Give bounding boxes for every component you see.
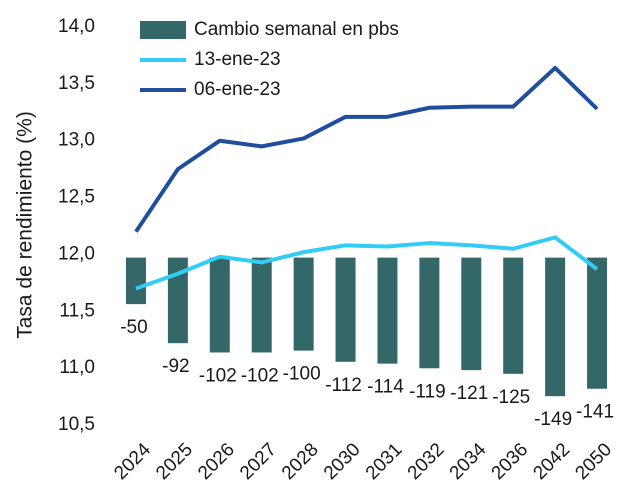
x-tick-label: 2032	[404, 439, 449, 484]
data-label: -50	[120, 317, 147, 338]
bar	[251, 257, 272, 353]
bar	[335, 257, 356, 362]
bar	[545, 257, 566, 397]
data-label: -92	[162, 356, 189, 377]
x-tick-label: 2027	[236, 439, 281, 484]
data-label: -102	[199, 365, 237, 386]
data-label: -119	[409, 381, 446, 402]
y-tick-label: 14,0	[58, 16, 95, 37]
x-tick-label: 2026	[194, 439, 239, 484]
y-tick-label: 10,5	[58, 414, 95, 435]
bar	[377, 257, 398, 364]
x-tick-label: 2025	[152, 439, 197, 484]
data-label: -149	[534, 409, 572, 430]
x-tick-label: 2036	[488, 439, 533, 484]
data-label: -112	[325, 375, 362, 396]
bar	[125, 257, 146, 305]
y-tick-label: 12,5	[58, 187, 95, 208]
bar	[419, 257, 440, 369]
bar	[209, 257, 230, 353]
data-label: -141	[576, 402, 614, 423]
legend-label: 06-ene-23	[194, 79, 281, 100]
x-tick-label: 2050	[571, 439, 616, 484]
y-tick-label: 13,5	[58, 73, 95, 94]
bar	[167, 257, 188, 344]
data-label: -125	[492, 387, 530, 408]
bar	[293, 257, 314, 351]
y-tick-label: 11,0	[59, 357, 95, 378]
line	[135, 235, 599, 291]
x-tick-label: 2031	[362, 439, 407, 484]
data-label: -121	[450, 383, 488, 404]
x-tick-label: 2034	[446, 439, 491, 484]
bar	[461, 257, 482, 371]
x-tick-label: 2030	[320, 439, 365, 484]
y-tick-label: 12,0	[58, 243, 95, 264]
bar	[503, 257, 524, 374]
data-label: -114	[367, 377, 404, 398]
legend-swatch	[140, 21, 186, 39]
x-tick-label: 2042	[529, 439, 574, 484]
bar	[587, 257, 608, 389]
data-label: -100	[283, 364, 321, 385]
x-tick-label: 2028	[278, 439, 323, 484]
y-tick-label: 11,5	[59, 300, 95, 321]
line	[134, 65, 599, 233]
x-tick-label: 2024	[110, 439, 155, 484]
legend-label: Cambio semanal en pbs	[194, 19, 399, 40]
data-label: -102	[241, 365, 279, 386]
y-axis-label: Tasa de rendimiento (%)	[14, 111, 37, 339]
y-tick-label: 13,0	[58, 130, 95, 151]
legend-label: 13-ene-23	[194, 49, 281, 70]
